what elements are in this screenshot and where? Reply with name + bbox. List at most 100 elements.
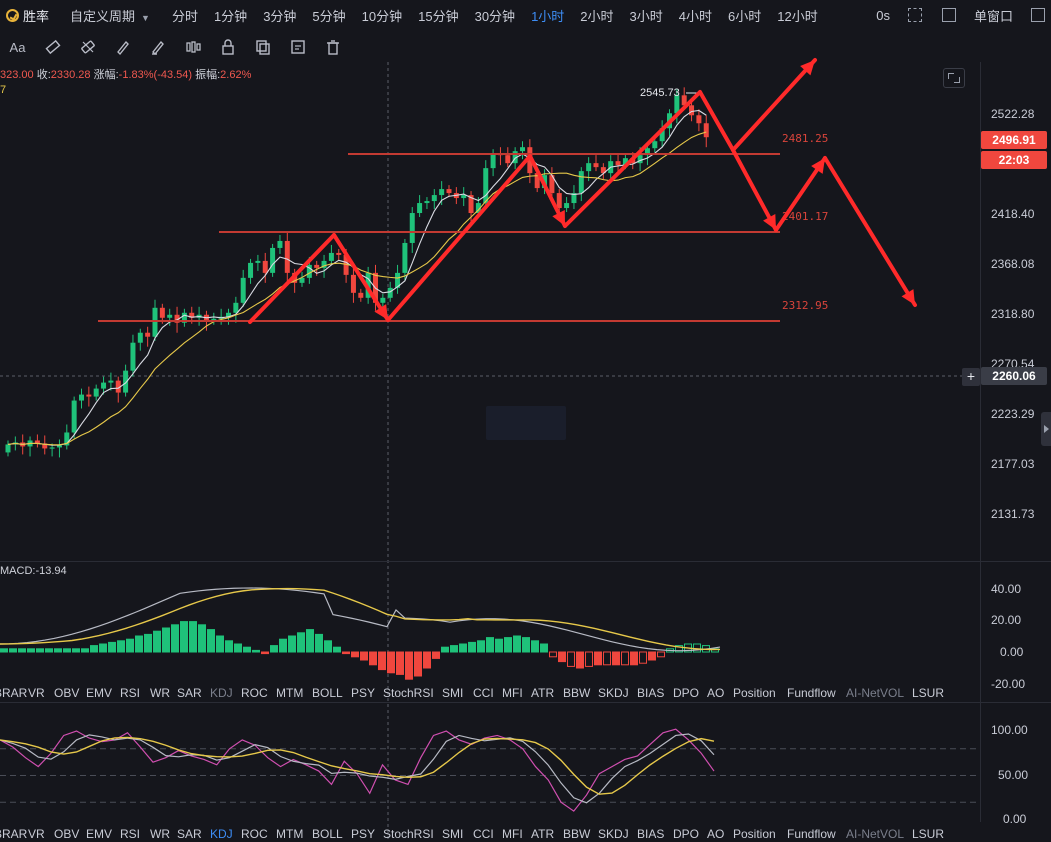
indicator-tab[interactable]: RSI (120, 686, 141, 700)
window-mode-button[interactable]: 单窗口 (973, 8, 1013, 24)
indicator-tab[interactable]: Fundflow (787, 827, 836, 841)
period-tab[interactable]: 15分钟 (418, 8, 459, 24)
window-icon[interactable] (1031, 8, 1045, 22)
indicator-tab[interactable]: AI-NetVOL (846, 827, 905, 841)
period-tab[interactable]: 4小时 (678, 8, 712, 24)
brush-icon[interactable] (140, 35, 175, 59)
indicator-tab[interactable]: SKDJ (598, 686, 629, 700)
indicator-tab[interactable]: OBV (54, 827, 80, 841)
candle-body (233, 302, 239, 313)
refresh-interval[interactable]: 0s (876, 7, 890, 23)
indicator-tab[interactable]: AI-NetVOL (846, 686, 905, 700)
period-tab[interactable]: 6小时 (728, 8, 762, 24)
indicator-tab[interactable]: BBW (563, 827, 591, 841)
side-panel-toggle-icon[interactable] (1041, 412, 1051, 446)
indicator-tab[interactable]: BOLL (312, 827, 343, 841)
indicator-tab[interactable]: DPO (673, 827, 700, 841)
edit-note-icon[interactable] (280, 35, 315, 59)
custom-period-dropdown[interactable]: 自定义周期 ▼ (70, 6, 150, 25)
macd-histogram-bar (351, 651, 359, 658)
indicator-tab[interactable]: BRAR (0, 686, 28, 700)
pencil-icon[interactable] (105, 35, 140, 59)
indicator-tab[interactable]: CCI (473, 827, 494, 841)
indicator-tab[interactable]: KDJ (210, 827, 233, 841)
indicator-tab[interactable]: WR (150, 827, 170, 841)
macd-histogram-bar (234, 643, 242, 653)
indicator-tab[interactable]: EMV (86, 686, 113, 700)
add-alert-icon[interactable]: + (962, 368, 980, 386)
candle-body (336, 252, 342, 255)
win-rate-button[interactable]: 胜率 (0, 6, 66, 25)
indicator-tab[interactable]: LSUR (912, 827, 945, 841)
indicator-tab[interactable]: BIAS (637, 827, 665, 841)
indicator-tab[interactable]: AO (707, 827, 725, 841)
macd-histogram-bar (531, 640, 539, 653)
pane-divider[interactable] (0, 702, 1051, 703)
indicator-tab[interactable]: MTM (276, 686, 304, 700)
indicator-tab[interactable]: BIAS (637, 686, 665, 700)
indicator-tab[interactable]: RSI (120, 827, 141, 841)
indicator-tab[interactable]: SAR (177, 827, 202, 841)
macd-histogram-bar (99, 643, 107, 653)
indicator-tab[interactable]: CCI (473, 686, 494, 700)
indicator-tab[interactable]: StochRSI (383, 827, 434, 841)
period-tab[interactable]: 30分钟 (474, 8, 516, 24)
period-tab[interactable]: 5分钟 (312, 8, 346, 24)
indicator-tab[interactable]: WR (150, 686, 170, 700)
ruler-icon[interactable] (35, 35, 70, 59)
period-tab[interactable]: 12小时 (777, 8, 818, 24)
indicator-tab[interactable]: ATR (531, 686, 555, 700)
indicator-tab[interactable]: PSY (351, 686, 376, 700)
indicator-tab[interactable]: SMI (442, 827, 464, 841)
indicator-tab[interactable]: SAR (177, 686, 202, 700)
period-tab-active[interactable]: 1小时 (531, 8, 565, 24)
indicator-tab[interactable]: MFI (502, 686, 523, 700)
indicator-tab[interactable]: VR (28, 686, 45, 700)
indicator-tab[interactable]: LSUR (912, 686, 945, 700)
copy-icon[interactable] (245, 35, 280, 59)
indicator-tab[interactable]: MTM (276, 827, 304, 841)
text-tool-icon[interactable]: Aa (9, 39, 26, 55)
indicator-tab[interactable]: VR (28, 827, 45, 841)
indicator-tab[interactable]: BOLL (312, 686, 343, 700)
period-tab[interactable]: 1分钟 (213, 8, 248, 24)
indicator-tab[interactable]: EMV (86, 827, 113, 841)
indicator-tab[interactable]: MFI (502, 827, 523, 841)
indicator-tab[interactable]: Position (733, 686, 776, 700)
arrow-segment (774, 156, 827, 232)
fullscreen-icon[interactable] (907, 8, 922, 22)
indicator-tab[interactable]: BRAR (0, 827, 28, 841)
period-tab[interactable]: 3小时 (629, 8, 663, 24)
popout-icon[interactable] (941, 8, 956, 22)
indicator-tab[interactable]: ROC (241, 686, 268, 700)
indicator-tab[interactable]: StochRSI (383, 686, 434, 700)
period-tab[interactable]: 分时 (171, 8, 198, 24)
indicator-tab[interactable]: PSY (351, 827, 376, 841)
trash-icon[interactable] (315, 35, 350, 59)
pane-divider[interactable] (0, 561, 1051, 562)
indicator-tab[interactable]: KDJ (210, 686, 233, 700)
indicator-tab[interactable]: OBV (54, 686, 80, 700)
macd-histogram-bar (558, 651, 566, 663)
indicator-tab[interactable]: SMI (442, 686, 464, 700)
indicator-tab[interactable]: DPO (673, 686, 700, 700)
candle-body (145, 332, 151, 337)
lock-icon[interactable] (210, 35, 245, 59)
indicator-tab[interactable]: SKDJ (598, 827, 629, 841)
indicator-tab[interactable]: Fundflow (787, 686, 836, 700)
eraser-icon[interactable] (70, 35, 105, 59)
indicator-tab[interactable]: BBW (563, 686, 591, 700)
indicator-tab[interactable]: ATR (531, 827, 555, 841)
period-tab[interactable]: 10分钟 (361, 8, 403, 24)
candles-icon[interactable] (175, 35, 210, 59)
indicator-tab[interactable]: Position (733, 827, 776, 841)
indicator-tab[interactable]: AO (707, 686, 725, 700)
period-tab[interactable]: 2小时 (580, 8, 614, 24)
macd-histogram-bar (567, 651, 575, 667)
expand-chart-icon[interactable] (943, 68, 965, 88)
indicator-tab[interactable]: ROC (241, 827, 268, 841)
period-tab[interactable]: 3分钟 (263, 8, 297, 24)
macd-histogram-bar (639, 651, 647, 664)
candle-body (439, 189, 445, 196)
